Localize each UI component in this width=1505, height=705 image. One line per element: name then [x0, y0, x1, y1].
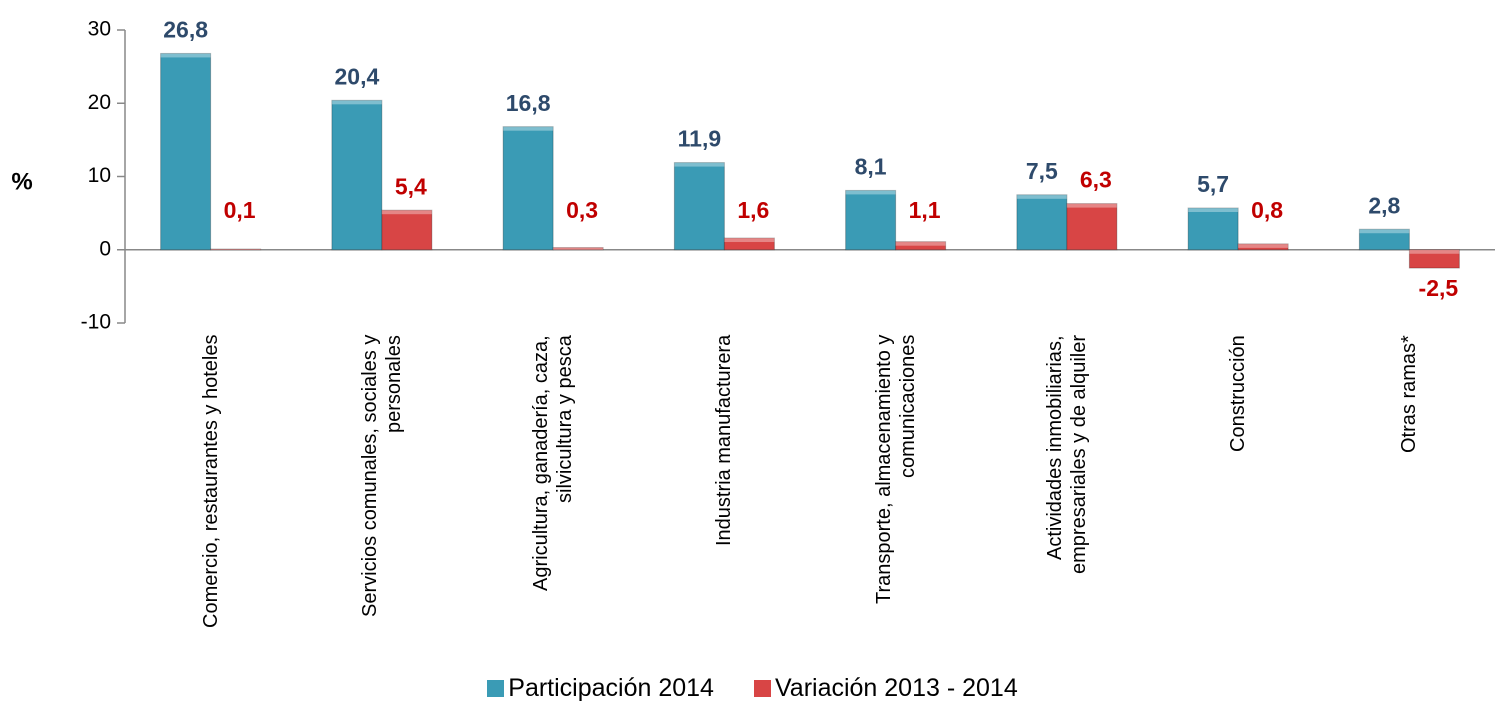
bar: [552, 247, 604, 251]
value-label: 0,3: [566, 197, 598, 223]
value-label: 11,9: [678, 126, 722, 152]
bar-cap: [674, 162, 725, 167]
value-label: 7,5: [1026, 158, 1058, 184]
bar: [210, 248, 262, 251]
x-tick-label: Construcción: [1227, 335, 1250, 452]
bar: [1016, 194, 1068, 251]
x-tick-label: Servicios comunales, sociales y personal…: [358, 335, 405, 618]
value-label: -2,5: [1419, 275, 1459, 301]
bar: [1066, 203, 1118, 251]
bar-cap: [895, 241, 946, 246]
bar: [381, 209, 433, 251]
value-label: 5,7: [1197, 171, 1229, 197]
x-tick-label: Industria manufacturera: [713, 335, 736, 547]
x-tick-label: Transporte, almacenamiento y comunicacio…: [872, 335, 919, 605]
value-label: 0,8: [1251, 197, 1283, 223]
legend-label: Variación 2013 - 2014: [774, 674, 1018, 702]
bar-cap: [1188, 207, 1239, 212]
bar-cap: [845, 190, 896, 195]
bar: [502, 126, 554, 251]
y-tick-label: 0: [99, 237, 111, 260]
value-label: 8,1: [855, 153, 887, 179]
bar: [673, 162, 725, 251]
legend-item: Variación 2013 - 2014: [753, 674, 1018, 703]
x-tick-label: Comercio, restaurantes y hoteles: [199, 335, 222, 629]
bar: [1358, 228, 1410, 251]
value-label: 1,6: [737, 197, 769, 223]
y-axis-label: %: [11, 168, 32, 195]
value-label: 5,4: [395, 173, 427, 199]
bar-cap: [1238, 243, 1289, 248]
bar-cap: [331, 100, 382, 105]
value-label: 16,8: [506, 90, 551, 116]
legend-swatch: [753, 680, 771, 697]
bar: [160, 52, 212, 251]
bar: [845, 189, 897, 251]
x-tick-label: Actividades inmobiliarias, empresariales…: [1043, 335, 1090, 575]
legend-label: Participación 2014: [508, 674, 714, 702]
legend-item: Participación 2014: [487, 674, 714, 703]
y-tick-label: 20: [88, 91, 111, 114]
bar-cap: [1016, 194, 1067, 199]
bar-cap: [724, 238, 775, 243]
bar: [1408, 249, 1460, 269]
y-tick-label: 30: [88, 18, 111, 41]
bar-cap: [1359, 229, 1410, 234]
value-label: 6,3: [1080, 167, 1112, 193]
bar-cap: [210, 249, 261, 250]
bar: [895, 241, 947, 251]
bar-cap: [1066, 203, 1117, 208]
x-tick-label: Agricultura, ganadería, caza, silvicultu…: [530, 335, 577, 591]
value-label: 2,8: [1368, 192, 1400, 218]
bar-cap: [381, 210, 432, 215]
y-tick-label: -10: [81, 311, 111, 334]
x-tick-label: Otras ramas*: [1398, 335, 1421, 453]
bar-cap: [1409, 249, 1460, 254]
value-label: 0,1: [224, 197, 256, 223]
bar-cap: [160, 53, 211, 58]
y-tick-label: 10: [88, 164, 111, 187]
value-label: 26,8: [163, 17, 208, 43]
bar-cap: [503, 126, 554, 131]
legend-swatch: [487, 680, 505, 697]
bar: [723, 237, 775, 251]
value-label: 20,4: [334, 63, 379, 89]
bar-cap: [553, 247, 604, 250]
legend: Participación 2014 Variación 2013 - 2014: [0, 674, 1505, 703]
bar: [331, 99, 383, 251]
value-label: 1,1: [909, 197, 941, 223]
bar: [1187, 207, 1239, 251]
bar: [1237, 243, 1289, 251]
